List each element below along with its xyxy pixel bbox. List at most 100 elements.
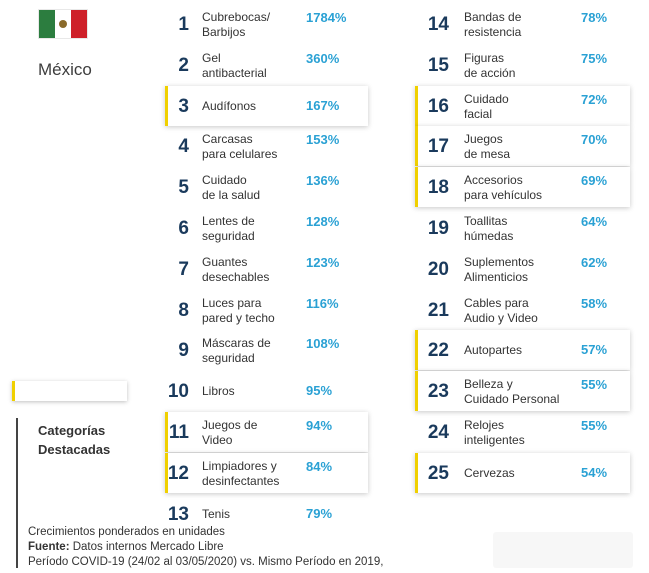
category-name-line1: Autopartes <box>464 343 523 358</box>
category-rank: 18 <box>427 177 449 199</box>
category-name-line2: para celulares <box>202 147 278 162</box>
category-row-21: 21 Cables para Audio y Video 58% <box>415 290 627 330</box>
category-name-line1: Belleza y <box>464 377 513 392</box>
category-rank: 23 <box>427 381 449 403</box>
category-rank: 22 <box>427 340 449 362</box>
mexico-flag-icon <box>38 9 88 39</box>
category-growth: 75% <box>581 50 608 66</box>
category-name: Figuras de acción <box>464 51 515 81</box>
category-row-14: 14 Bandas de resistencia 78% <box>415 4 627 44</box>
category-growth: 57% <box>581 342 608 358</box>
category-name-line1: Toallitas <box>464 214 508 228</box>
category-growth: 84% <box>306 458 333 474</box>
category-growth: 128% <box>306 214 340 229</box>
category-growth: 72% <box>581 91 608 107</box>
category-name-line1: Juegos <box>464 132 503 147</box>
category-name: Bandas de resistencia <box>464 10 521 40</box>
category-name: Audífonos <box>202 99 256 114</box>
category-name: Lentes de seguridad <box>202 214 255 244</box>
category-growth: 1784% <box>306 10 347 25</box>
category-name-line2: Video <box>202 433 233 447</box>
legend-title-line2: Destacadas <box>38 442 111 457</box>
category-growth: 108% <box>306 336 340 352</box>
category-name-line1: Máscaras de <box>202 336 271 351</box>
legend-highlight-swatch <box>12 381 127 401</box>
category-growth: 54% <box>581 464 608 480</box>
category-rank: 9 <box>178 340 189 362</box>
category-name: Suplementos Alimenticios <box>464 255 534 285</box>
footer-source-text: Datos internos Mercado Libre <box>69 541 224 553</box>
category-name: Máscaras de seguridad <box>202 336 271 366</box>
footer-notes: Crecimientos ponderados en unidades Fuen… <box>28 525 383 570</box>
category-growth: 123% <box>306 254 340 270</box>
category-rank: 20 <box>427 258 449 280</box>
category-row-16: 16 Cuidado facial 72% <box>415 85 630 126</box>
category-name-line1: Gel <box>202 50 221 65</box>
category-row-6: 6 Lentes de seguridad 128% <box>165 208 365 248</box>
category-name-line1: Lentes de <box>202 214 255 228</box>
category-row-1: 1 Cubrebocas/Barbijos 1784% <box>165 4 365 44</box>
category-row-9: 9 Máscaras de seguridad 108% <box>165 330 365 370</box>
category-name-line1: Cubrebocas/ <box>202 10 271 24</box>
category-name: Guantes desechables <box>202 255 269 285</box>
category-name: Cervezas <box>464 466 515 481</box>
category-name: Juegos de mesa <box>464 132 510 162</box>
category-name-line1: Bandas de <box>464 10 522 24</box>
category-growth: 167% <box>306 97 340 113</box>
category-rank: 6 <box>178 218 189 239</box>
category-row-18: 18 Accesorios para vehículos 69% <box>415 167 630 208</box>
category-name: Cubrebocas/Barbijos <box>202 10 270 40</box>
category-rank: 10 <box>167 381 189 403</box>
category-name-line2: Barbijos <box>202 25 246 39</box>
category-name-line2: para vehículos <box>464 188 543 203</box>
category-rank: 1 <box>178 14 189 35</box>
category-name: Carcasas para celulares <box>202 132 277 162</box>
category-name-line1: Suplementos <box>464 254 535 269</box>
category-rank: 5 <box>178 177 189 199</box>
category-name-line1: Cables para <box>464 295 529 310</box>
category-row-10: 10 Libros 95% <box>165 371 365 411</box>
category-name-line2: húmedas <box>464 229 514 243</box>
category-name-line1: Tenis <box>202 506 231 521</box>
category-row-12: 12 Limpiadores y desinfectantes 84% <box>165 452 368 493</box>
category-row-25: 25 Cervezas 54% <box>415 452 630 493</box>
category-growth: 64% <box>581 214 608 229</box>
category-rank: 7 <box>178 258 189 280</box>
category-rank: 4 <box>178 136 189 158</box>
category-name-line1: Carcasas <box>202 132 253 147</box>
category-growth: 360% <box>306 50 340 66</box>
category-growth: 58% <box>581 295 608 311</box>
category-rank: 19 <box>427 218 449 239</box>
category-name-line2: Audio y Video <box>464 310 538 325</box>
category-row-23: 23 Belleza y Cuidado Personal 55% <box>415 371 630 412</box>
category-row-7: 7 Guantes desechables 123% <box>165 249 365 289</box>
category-row-13: 13 Tenis 79% <box>165 494 365 534</box>
category-name: Tenis <box>202 507 230 522</box>
category-growth: 78% <box>581 10 608 25</box>
category-name: Belleza y Cuidado Personal <box>464 377 559 407</box>
category-rank: 12 <box>167 462 189 484</box>
category-rank: 24 <box>427 422 449 443</box>
category-name-line2: antibacterial <box>202 65 267 80</box>
category-rank: 17 <box>427 136 449 158</box>
category-name: Cuidado facial <box>464 92 509 122</box>
category-row-4: 4 Carcasas para celulares 153% <box>165 126 365 166</box>
category-name-line2: Alimenticios <box>464 269 529 284</box>
footer-source-label: Fuente: <box>28 541 70 553</box>
category-name-line2: pared y techo <box>202 310 275 325</box>
watermark-area <box>493 532 633 568</box>
category-name-line1: Luces para <box>202 295 262 310</box>
category-name-line2: facial <box>464 106 493 121</box>
category-name-line1: Cervezas <box>464 465 515 480</box>
category-growth: 94% <box>306 418 333 433</box>
category-growth: 116% <box>306 295 339 311</box>
category-row-11: 11 Juegos de Video 94% <box>165 412 368 452</box>
category-name-line1: Guantes <box>202 254 248 269</box>
country-title: México <box>38 60 92 79</box>
legend-divider <box>16 418 18 568</box>
category-name: Libros <box>202 384 235 399</box>
category-name: Toallitas húmedas <box>464 214 513 244</box>
category-name-line2: desechables <box>202 269 270 284</box>
category-name-line2: de acción <box>464 65 516 80</box>
category-row-2: 2 Gel antibacterial 360% <box>165 45 365 85</box>
